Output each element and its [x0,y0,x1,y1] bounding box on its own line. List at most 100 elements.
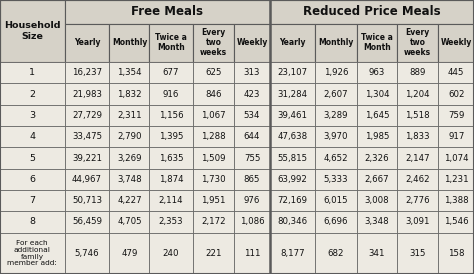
Text: 445: 445 [448,68,465,77]
Text: 1,518: 1,518 [405,111,430,120]
Bar [357,105,397,126]
Text: 2,790: 2,790 [117,132,142,141]
Bar [149,233,192,274]
Bar [109,147,149,169]
Text: 33,475: 33,475 [72,132,102,141]
Bar [315,169,357,190]
Bar [64,126,109,147]
Text: 1,304: 1,304 [365,90,389,99]
Text: 23,107: 23,107 [277,68,308,77]
Bar [315,126,357,147]
Bar [438,233,474,274]
Text: 3,269: 3,269 [117,153,142,162]
Text: 1,509: 1,509 [201,153,226,162]
Text: 2,667: 2,667 [365,175,389,184]
Bar [149,62,192,84]
Text: 5: 5 [29,153,35,162]
Bar [0,233,64,274]
Bar [149,169,192,190]
Bar [0,84,64,105]
Bar [438,84,474,105]
Text: 7: 7 [29,196,35,205]
Bar [438,24,474,62]
Bar [397,211,438,233]
Text: 1,645: 1,645 [365,111,389,120]
Text: 4,652: 4,652 [324,153,348,162]
Bar [0,190,64,211]
Text: 755: 755 [244,153,260,162]
Bar [64,211,109,233]
Bar [0,62,64,84]
Text: 1,288: 1,288 [201,132,226,141]
Bar [149,105,192,126]
Text: 8: 8 [29,218,35,226]
Text: 3,008: 3,008 [365,196,389,205]
Bar [64,190,109,211]
Bar [397,147,438,169]
Text: Monthly: Monthly [319,38,354,47]
Bar [397,169,438,190]
Bar [64,62,109,84]
Bar [64,24,109,62]
Bar [234,126,270,147]
Text: 1,354: 1,354 [117,68,142,77]
Bar [315,24,357,62]
Text: 3,348: 3,348 [365,218,389,226]
Bar [192,84,234,105]
Bar [234,169,270,190]
Bar [234,147,270,169]
Bar [64,147,109,169]
Bar [270,24,315,62]
Text: 6,696: 6,696 [324,218,348,226]
Text: 221: 221 [205,249,222,258]
Bar [315,105,357,126]
Text: 2,114: 2,114 [159,196,183,205]
Text: 80,346: 80,346 [277,218,308,226]
Bar [0,0,64,62]
Bar [357,84,397,105]
Bar [0,147,64,169]
Text: Reduced Price Meals: Reduced Price Meals [303,5,441,18]
Text: 1,730: 1,730 [201,175,226,184]
Bar [192,211,234,233]
Bar [438,190,474,211]
Text: 4,227: 4,227 [117,196,142,205]
Bar [234,24,270,62]
Text: 3,748: 3,748 [117,175,142,184]
Bar [109,62,149,84]
Text: 423: 423 [244,90,260,99]
Bar [270,84,315,105]
Bar [270,233,315,274]
Text: 2,172: 2,172 [201,218,226,226]
Bar [109,233,149,274]
Bar [149,147,192,169]
Text: Yearly: Yearly [74,38,100,47]
Text: 2: 2 [29,90,35,99]
Bar [0,211,64,233]
Bar [192,126,234,147]
Text: 4: 4 [29,132,35,141]
Bar [357,169,397,190]
Text: 72,169: 72,169 [278,196,308,205]
Text: 682: 682 [328,249,344,258]
Text: Weekly: Weekly [440,38,472,47]
Bar [149,211,192,233]
Text: 3,970: 3,970 [324,132,348,141]
Bar [397,233,438,274]
Text: 625: 625 [205,68,222,77]
Text: 963: 963 [369,68,385,77]
Bar [149,24,192,62]
Bar [270,211,315,233]
Bar [109,169,149,190]
Bar [357,190,397,211]
Text: 1,951: 1,951 [201,196,226,205]
Bar [64,84,109,105]
Bar [397,24,438,62]
Text: 6: 6 [29,175,35,184]
Bar [109,190,149,211]
Bar [270,0,474,24]
Bar [397,62,438,84]
Bar [109,105,149,126]
Text: 2,353: 2,353 [159,218,183,226]
Text: 2,776: 2,776 [405,196,430,205]
